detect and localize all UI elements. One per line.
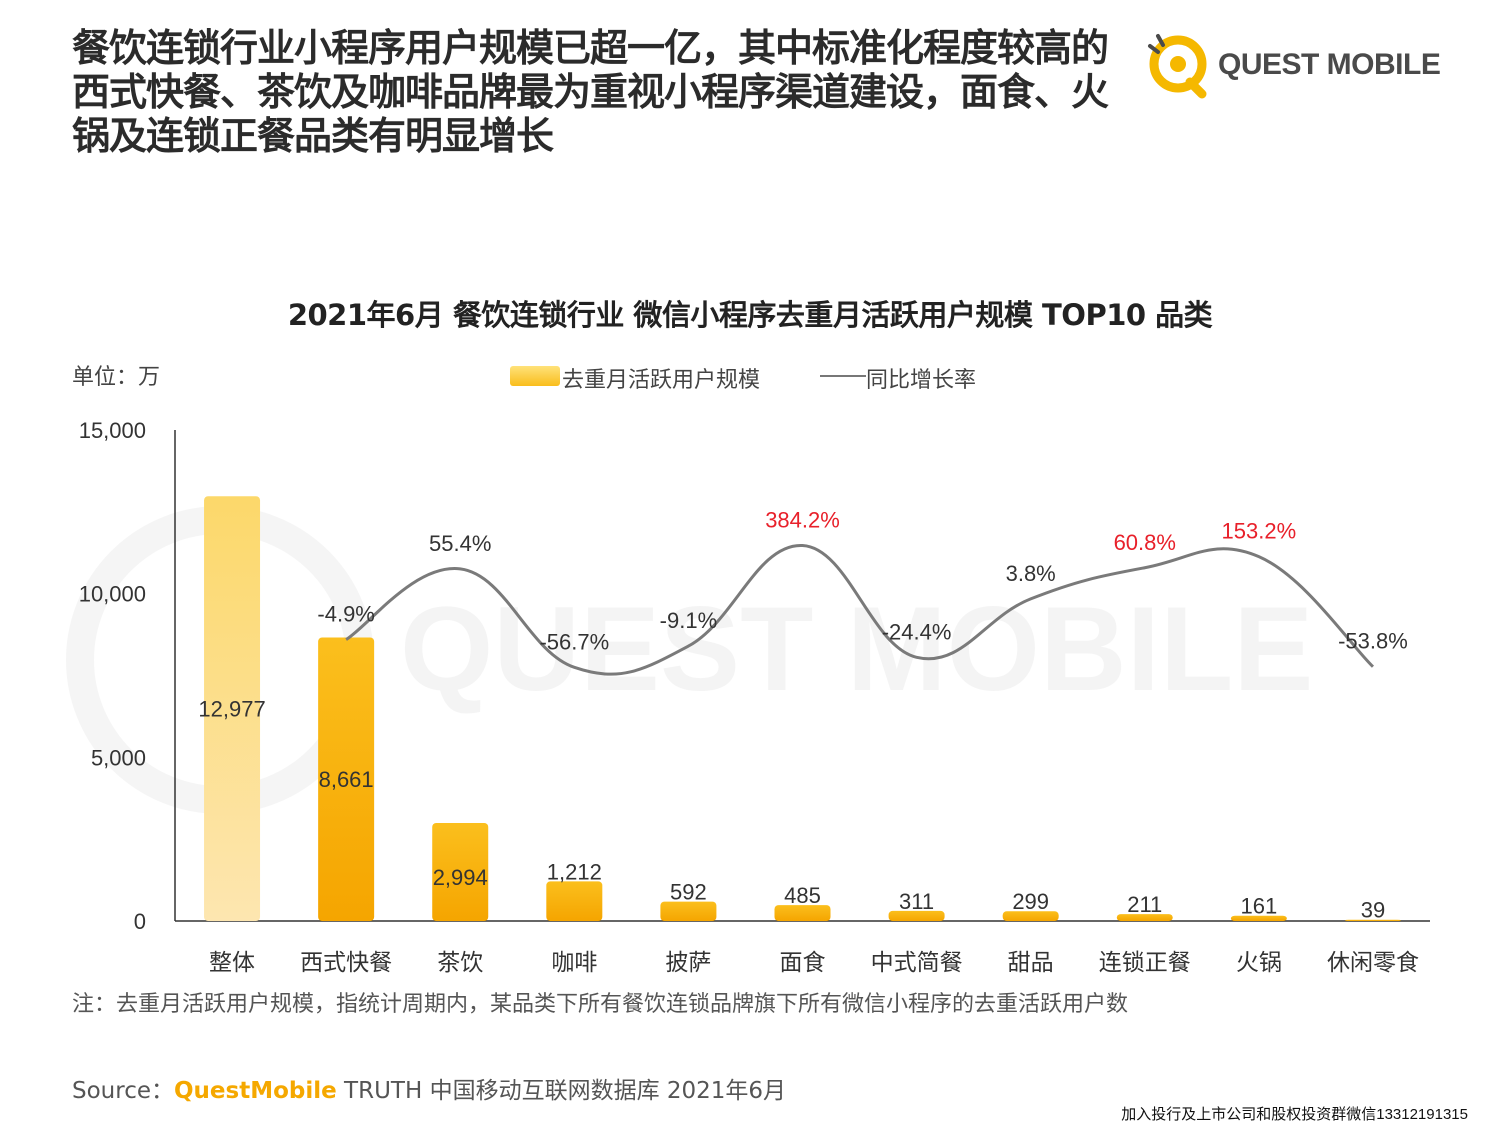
source-prefix: Source： <box>72 1078 174 1104</box>
bar <box>1344 919 1401 921</box>
bar <box>1230 915 1287 921</box>
legend-bar-swatch <box>510 366 560 386</box>
bar <box>546 881 603 921</box>
logo-text: QUEST MOBILE <box>1218 48 1441 81</box>
watermark: QUEST MOBILE <box>66 506 1313 814</box>
x-tick-label: 火锅 <box>1236 950 1282 976</box>
watermark-text: QUEST MOBILE <box>400 582 1313 716</box>
bar-value-label: 2,994 <box>433 865 488 890</box>
x-tick-label: 茶饮 <box>437 950 483 976</box>
bar <box>432 822 489 921</box>
bar-value-label: 8,661 <box>319 767 374 792</box>
headline-line-1: 餐饮连锁行业小程序用户规模已超一亿，其中标准化程度较高的 <box>72 26 1109 70</box>
questmobile-logo-icon <box>1148 34 1207 99</box>
x-tick-label: 咖啡 <box>551 950 597 976</box>
bar <box>1002 911 1059 921</box>
bar-value-label: 485 <box>784 883 821 908</box>
source-line: Source：QuestMobile TRUTH 中国移动互联网数据库 2021… <box>72 1071 786 1105</box>
bar <box>318 637 375 921</box>
legend-bar-label: 去重月活跃用户规模 <box>562 368 761 393</box>
footnote: 注：去重月活跃用户规模，指统计周期内，某品类下所有餐饮连锁品牌旗下所有微信小程序… <box>72 992 1129 1017</box>
growth-rate-label: -24.4% <box>882 619 952 644</box>
bar-value-label: 1,212 <box>547 859 602 884</box>
bar-value-label: 12,977 <box>198 697 265 722</box>
y-tick-label: 10,000 <box>79 582 146 607</box>
bar-value-label: 39 <box>1361 898 1385 923</box>
growth-rate-line <box>345 543 1374 676</box>
bar-value-label: 299 <box>1012 889 1049 914</box>
headline-line-2: 西式快餐、茶饮及咖啡品牌最为重视小程序渠道建设，面食、火 <box>72 70 1109 114</box>
x-tick-label: 休闲零食 <box>1327 950 1419 976</box>
headline-line-3: 锅及连锁正餐品类有明显增长 <box>72 114 554 158</box>
growth-rate-label: 60.8% <box>1114 530 1176 555</box>
y-tick-label: 5,000 <box>91 745 146 770</box>
legend-line-label: 同比增长率 <box>866 368 977 393</box>
growth-rate-label: 384.2% <box>765 507 840 532</box>
footer-promo: 加入投行及上市公司和股权投资群微信13312191315 <box>1121 1106 1468 1123</box>
bar <box>774 905 831 921</box>
headline: 餐饮连锁行业小程序用户规模已超一亿，其中标准化程度较高的 西式快餐、茶饮及咖啡品… <box>72 26 1132 158</box>
bar <box>660 901 717 921</box>
chart-title: 2021年6月 餐饮连锁行业 微信小程序去重月活跃用户规模 TOP10 品类 <box>287 298 1213 332</box>
x-tick-label: 甜品 <box>1008 950 1054 976</box>
growth-rate-label: -56.7% <box>539 629 609 654</box>
growth-rate-label: -9.1% <box>660 608 717 633</box>
growth-rate-label: 3.8% <box>1006 561 1056 586</box>
growth-rate-label: 55.4% <box>429 531 491 556</box>
bar-value-label: 211 <box>1127 892 1162 917</box>
growth-rate-label: -53.8% <box>1338 629 1408 654</box>
bar-value-label: 161 <box>1241 894 1278 919</box>
bar-value-label: 311 <box>899 889 934 914</box>
bar <box>1116 914 1173 921</box>
source-rest: TRUTH 中国移动互联网数据库 2021年6月 <box>336 1078 787 1104</box>
bar <box>888 910 945 921</box>
growth-rate-label: -4.9% <box>317 602 374 627</box>
x-tick-label: 披萨 <box>665 950 711 976</box>
bar-value-label: 592 <box>670 880 707 905</box>
x-tick-label: 整体 <box>209 950 255 976</box>
y-tick-label: 0 <box>134 909 146 934</box>
x-tick-label: 面食 <box>780 950 826 976</box>
growth-rate-label: 153.2% <box>1222 519 1297 544</box>
source-brand: QuestMobile <box>174 1078 337 1104</box>
chart: QUEST MOBILE 0 5,000 10,000 15,000 12,977 8,66… <box>66 418 1430 976</box>
x-tick-label: 中式简餐 <box>871 950 963 976</box>
x-tick-label: 西式快餐 <box>300 950 392 976</box>
legend-line-swatch <box>820 375 866 377</box>
unit-label: 单位：万 <box>72 365 161 390</box>
bar <box>204 496 261 921</box>
y-tick-label: 15,000 <box>79 418 146 443</box>
questmobile-logo: QUEST MOBILE <box>1138 22 1441 102</box>
x-tick-label: 连锁正餐 <box>1099 950 1191 976</box>
